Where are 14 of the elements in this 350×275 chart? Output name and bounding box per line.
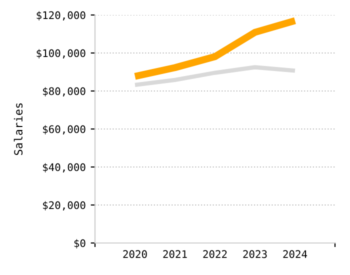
y-tick-label: $120,000 [36, 11, 86, 21]
x-tick-label: 2022 [203, 250, 227, 258]
x-tick-label: 2021 [163, 250, 187, 258]
y-tick-label: $20,000 [43, 201, 86, 211]
x-tick-label: 2023 [243, 250, 267, 258]
y-tick-label: $60,000 [43, 125, 86, 135]
y-tick-label: $100,000 [36, 49, 86, 59]
y-tick-label: $40,000 [43, 163, 86, 173]
x-tick-label: 2020 [123, 250, 147, 258]
y-axis-title: Salaries [14, 103, 23, 156]
y-tick-label: $80,000 [43, 87, 86, 97]
y-tick-label: $0 [74, 239, 86, 249]
line-series [132, 65, 298, 88]
x-tick-label: 2024 [283, 250, 308, 258]
